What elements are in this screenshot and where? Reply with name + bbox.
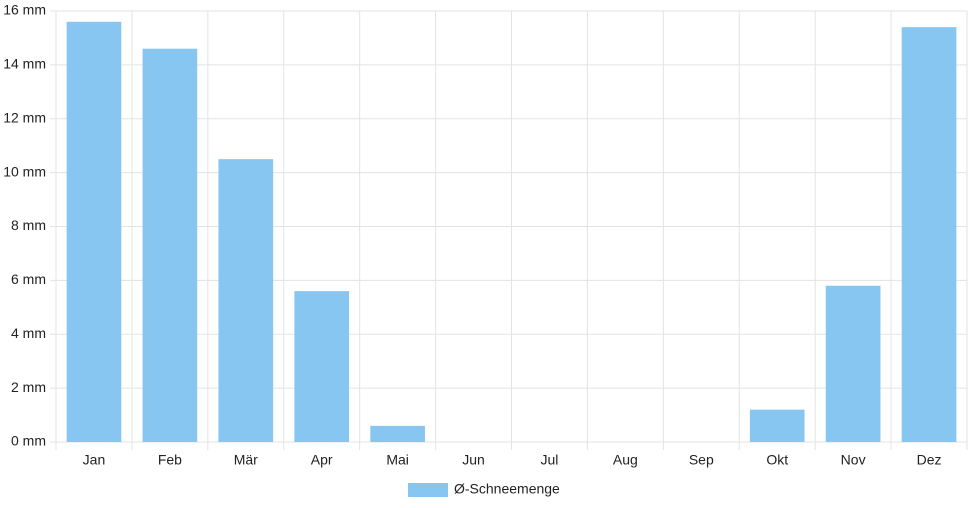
y-tick-label: 4 mm — [11, 325, 46, 341]
bar — [370, 425, 425, 442]
x-tick-label: Mai — [386, 452, 409, 468]
legend-label: Ø-Schneemenge — [454, 481, 560, 497]
x-tick-label: Okt — [766, 452, 788, 468]
y-tick-label: 16 mm — [3, 2, 46, 18]
bar — [218, 159, 274, 442]
y-tick-label: 10 mm — [3, 163, 46, 179]
x-tick-label: Dez — [917, 452, 942, 468]
y-tick-label: 6 mm — [11, 271, 46, 287]
y-tick-label: 0 mm — [11, 433, 46, 449]
x-tick-label: Mär — [234, 452, 258, 468]
legend-swatch — [408, 483, 448, 497]
bar — [66, 21, 122, 443]
bar — [294, 291, 350, 442]
x-tick-label: Jan — [83, 452, 106, 468]
bar — [901, 27, 957, 442]
x-tick-label: Jun — [462, 452, 485, 468]
x-tick-label: Feb — [158, 452, 182, 468]
x-tick-label: Aug — [613, 452, 638, 468]
y-tick-label: 12 mm — [3, 109, 46, 125]
bar — [749, 409, 805, 442]
y-tick-label: 2 mm — [11, 379, 46, 395]
x-tick-label: Apr — [311, 452, 333, 468]
x-tick-label: Sep — [689, 452, 714, 468]
bar — [825, 285, 881, 442]
y-tick-label: 8 mm — [11, 217, 46, 233]
x-tick-label: Nov — [841, 452, 866, 468]
bar — [142, 48, 198, 443]
y-tick-label: 14 mm — [3, 56, 46, 72]
x-tick-label: Jul — [541, 452, 559, 468]
